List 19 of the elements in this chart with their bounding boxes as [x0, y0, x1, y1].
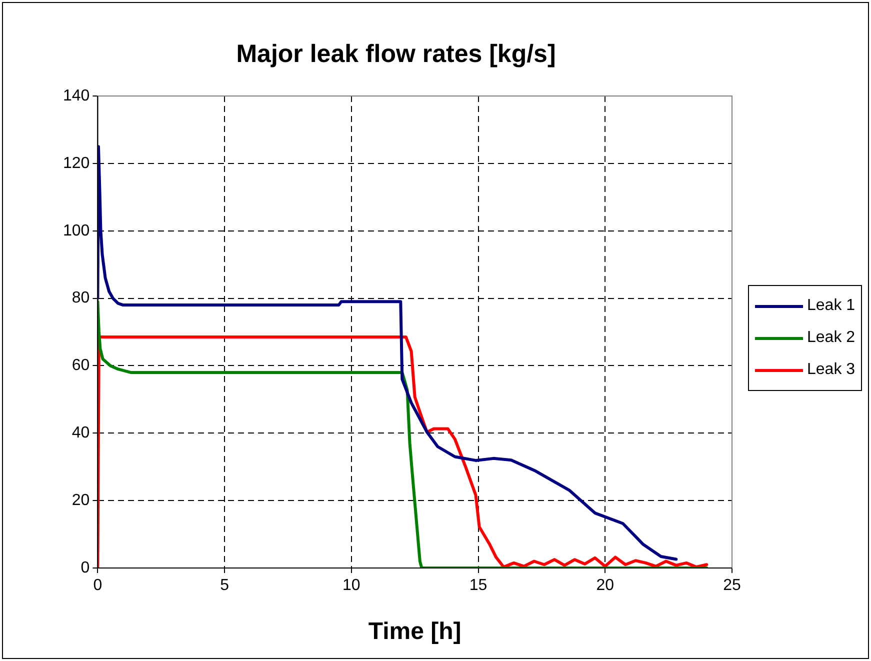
chart-title: Major leak flow rates [kg/s]: [236, 40, 556, 68]
y-tick-label: 0: [80, 559, 90, 576]
x-tick-label: 0: [93, 577, 102, 594]
y-tick-label: 100: [62, 222, 90, 240]
y-tick-label: 20: [72, 492, 90, 509]
y-tick-label: 80: [72, 290, 90, 307]
x-tick-label: 10: [342, 577, 360, 594]
x-axis-title: Time [h]: [368, 618, 462, 646]
x-tick-label: 5: [220, 577, 230, 594]
y-tick-label: 40: [72, 424, 90, 442]
x-tick-label: 25: [723, 577, 741, 594]
y-tick-label: 140: [62, 87, 90, 104]
y-tick-label: 120: [62, 154, 90, 172]
y-tick-label: 60: [72, 357, 90, 374]
legend-label: Leak 2: [807, 329, 856, 347]
legend-label: Leak 1: [807, 297, 856, 315]
x-tick-label: 20: [596, 577, 614, 594]
legend-label: Leak 3: [807, 361, 856, 379]
x-tick-label: 15: [469, 577, 488, 594]
